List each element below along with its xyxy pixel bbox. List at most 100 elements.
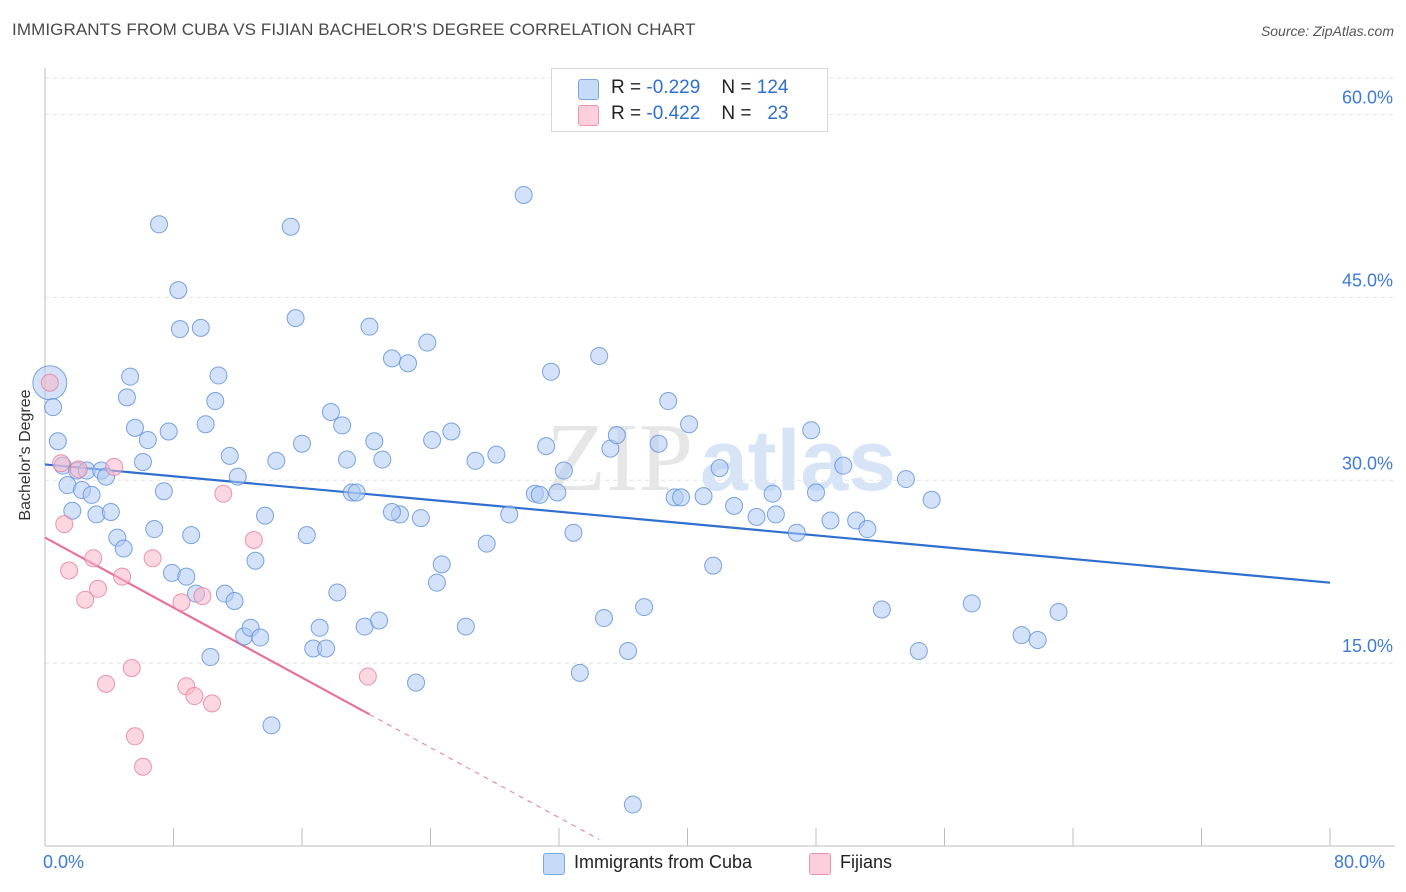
cuba-point	[747, 507, 766, 526]
cuba-point	[150, 215, 169, 234]
cuba-point	[787, 523, 806, 542]
cuba-point	[821, 511, 840, 530]
cuba-point	[154, 482, 173, 501]
cuba-point	[554, 461, 573, 480]
cuba-point	[382, 502, 401, 521]
cuba-point	[328, 583, 347, 602]
y-tick-label: 15.0%	[1342, 636, 1393, 656]
bottom-legend-swatch-fijians	[809, 853, 831, 875]
cuba-point	[418, 333, 437, 352]
cuba-point	[169, 281, 188, 300]
legend-swatch-cuba	[578, 79, 599, 100]
cuba-point	[209, 366, 228, 385]
fijian-point	[105, 457, 124, 476]
cuba-point	[145, 520, 164, 539]
bottom-legend-label-fijians: Fijians	[840, 852, 893, 872]
fijian-point	[172, 593, 191, 612]
cuba-point	[117, 388, 136, 407]
cuba-point	[466, 451, 485, 470]
cuba-point	[672, 488, 691, 507]
cuba-point	[570, 663, 589, 682]
fijian-point	[113, 567, 132, 586]
cuba-point	[807, 483, 825, 502]
fijian-point	[143, 549, 162, 568]
cuba-point	[909, 641, 928, 660]
cuba-point	[101, 502, 120, 521]
cuba-point	[360, 317, 379, 336]
trend-extension-1	[369, 713, 600, 841]
cuba-point	[710, 459, 729, 478]
cuba-point	[407, 673, 426, 692]
x-min-label: 0.0%	[43, 852, 85, 872]
cuba-point	[514, 186, 533, 205]
cuba-point	[321, 403, 340, 422]
cuba-point	[281, 217, 300, 236]
cuba-point	[623, 795, 642, 814]
fijian-point	[203, 694, 222, 713]
cuba-point	[725, 496, 744, 515]
fijian-point	[193, 587, 212, 606]
y-tick-label: 45.0%	[1342, 270, 1393, 290]
cuba-point	[590, 346, 609, 365]
legend-swatch-fijians	[578, 105, 599, 126]
cuba-point	[170, 320, 189, 339]
y-tick-label: 60.0%	[1342, 88, 1393, 108]
cuba-point	[191, 318, 210, 337]
watermark-atlas: atlas	[700, 413, 896, 509]
fijian-point	[60, 561, 79, 580]
cuba-point	[182, 526, 201, 545]
trend-line-0	[44, 463, 1331, 584]
cuba-point	[114, 539, 133, 558]
cuba-point	[487, 445, 506, 464]
legend-r-label: R =	[611, 77, 642, 98]
cuba-point	[297, 526, 316, 545]
cuba-point	[337, 450, 356, 469]
cuba-point	[537, 437, 556, 456]
cuba-point	[382, 349, 401, 368]
chart-title: IMMIGRANTS FROM CUBA VS FIJIAN BACHELOR'…	[12, 20, 696, 39]
cuba-point	[196, 415, 215, 434]
fijian-point	[52, 454, 71, 473]
trend-lines	[44, 463, 1331, 841]
fijian-point	[55, 515, 74, 534]
cuba-point	[896, 470, 915, 489]
cuba-point	[694, 487, 713, 506]
cuba-point	[365, 432, 384, 451]
cuba-point	[206, 392, 225, 411]
fijian-point	[214, 484, 233, 503]
cuba-point	[220, 446, 239, 465]
cuba-point	[82, 485, 101, 504]
cuba-point	[201, 648, 220, 667]
legend-n-value: 124	[756, 77, 789, 98]
cuba-point	[125, 418, 144, 437]
bottom-legend-label-cuba: Immigrants from Cuba	[574, 852, 753, 872]
y-axis-title: Bachelor's Degree	[17, 389, 34, 521]
cuba-point	[256, 506, 275, 525]
cuba-point	[63, 501, 82, 520]
cuba-point	[293, 434, 311, 453]
cuba-point	[500, 505, 519, 524]
legend-n-label: N =	[721, 77, 752, 98]
cuba-point	[432, 555, 451, 574]
cuba-point	[1012, 626, 1031, 645]
cuba-point	[177, 567, 196, 586]
cuba-point	[1049, 602, 1068, 621]
cuba-point	[373, 450, 392, 469]
fijian-point	[133, 757, 152, 776]
cuba-point	[635, 598, 654, 617]
cuba-point	[704, 556, 723, 575]
legend-r-value: -0.422	[646, 103, 701, 124]
cuba-point	[347, 483, 366, 502]
fijian-point	[358, 667, 377, 686]
cuba-point	[564, 523, 583, 542]
data-points	[32, 186, 1068, 814]
fijian-point	[40, 373, 59, 392]
legend-n-value: 23	[767, 103, 789, 124]
cuba-point	[399, 354, 418, 373]
legend-r-label: R =	[611, 103, 642, 124]
cuba-point	[1028, 630, 1047, 649]
cuba-point	[530, 485, 549, 504]
y-tick-label: 30.0%	[1342, 453, 1393, 473]
fijian-point	[76, 590, 95, 609]
